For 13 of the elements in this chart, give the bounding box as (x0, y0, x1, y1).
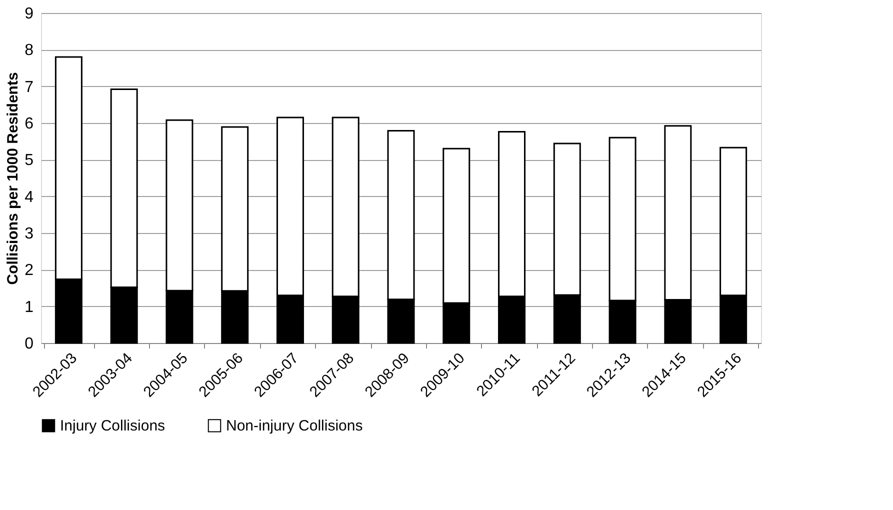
y-tick-label: 0 (24, 336, 34, 352)
y-tick-label: 7 (24, 78, 34, 96)
y-tick-label: 1 (24, 298, 34, 316)
legend-label: Non-injury Collisions (226, 418, 363, 435)
y-tick-label: 4 (24, 188, 34, 206)
y-tick-label: 8 (24, 42, 34, 60)
y-tick-label: 5 (24, 152, 34, 170)
y-tick-label: 6 (24, 116, 34, 132)
legend-label: Injury Collisions (60, 418, 166, 435)
y-tick-label: 3 (24, 226, 34, 242)
y-tick-label: 9 (24, 6, 34, 22)
y-axis-title: Collisions per 1000 Residents (4, 72, 22, 285)
y-tick-label: 2 (24, 262, 34, 280)
